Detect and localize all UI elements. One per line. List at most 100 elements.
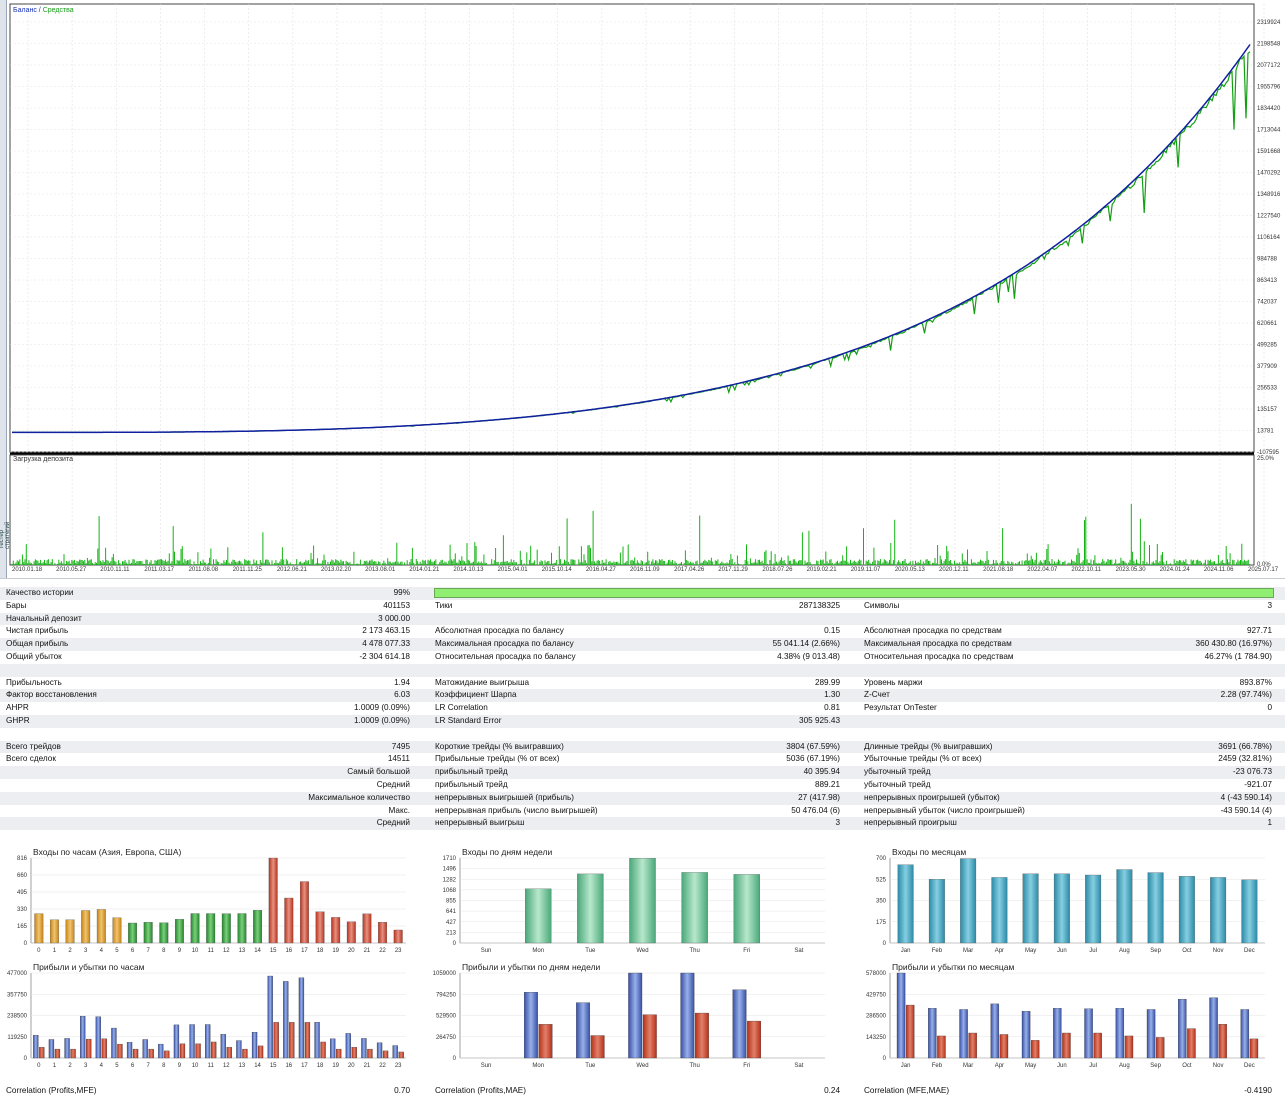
mini-category-label: Sep xyxy=(1150,948,1161,954)
loss-bar xyxy=(351,1047,357,1059)
stat-label: Z-Счет xyxy=(864,690,890,700)
y-tick-label: 620661 xyxy=(1257,321,1278,327)
mini-tick-label: 213 xyxy=(446,930,457,936)
mini-category-label: 17 xyxy=(301,948,308,954)
loss-bar xyxy=(336,1048,342,1059)
stats-row: Всего трейдов 7495 Короткие трейды (% выиг… xyxy=(0,740,1285,754)
entries-bar xyxy=(143,922,153,944)
mini-category-label: 0 xyxy=(37,1063,41,1069)
loss-bar xyxy=(273,1022,279,1059)
loss-bar xyxy=(1187,1028,1196,1059)
mini-category-label: 2 xyxy=(68,948,72,954)
x-tick-label: 2020.05.13 xyxy=(895,567,926,573)
entries-bar xyxy=(49,919,59,944)
mini-tick-label: 143250 xyxy=(866,1035,887,1041)
profit-bar xyxy=(283,981,289,1059)
legend-equity: Средства xyxy=(42,7,74,14)
mini-tick-label: 0 xyxy=(453,941,457,947)
stat-value: 927.71 xyxy=(1246,626,1272,636)
mini-tick-label: 286500 xyxy=(866,1014,887,1020)
stat-value: 50 476.04 (6) xyxy=(791,805,840,815)
profit-bar xyxy=(126,1042,133,1059)
profit-bar xyxy=(142,1039,148,1059)
x-tick-label: 2015.10.14 xyxy=(542,567,573,573)
mini-category-label: 23 xyxy=(395,948,402,954)
stat-value: 401153 xyxy=(383,600,410,610)
mini-category-label: 20 xyxy=(348,1063,355,1069)
y-tick-label: 13781 xyxy=(1257,429,1274,435)
x-tick-label: 2015.04.01 xyxy=(498,567,529,573)
entries-bar xyxy=(1147,872,1164,944)
profit-bar xyxy=(1021,1011,1031,1059)
profit-bar xyxy=(111,1027,117,1059)
stat-label: Абсолютная просадка по балансу xyxy=(435,626,564,636)
mini-category-label: 10 xyxy=(192,948,199,954)
mini-category-label: 12 xyxy=(223,1063,230,1069)
stats-row: Начальный депозит 3 000.00 xyxy=(0,612,1285,626)
mini-category-label: 8 xyxy=(162,948,166,954)
loss-bar xyxy=(999,1034,1009,1059)
y-tick-label: 1227540 xyxy=(1257,214,1281,220)
stat-label: Длинные трейды (% выигравших) xyxy=(864,741,993,751)
y-tick-label: 1834420 xyxy=(1257,106,1281,112)
stat-label: Самый большой xyxy=(347,767,410,777)
mini-category-label: 12 xyxy=(223,948,230,954)
stats-row: Чистая прибыль 2 173 463.15 Абсолютная про… xyxy=(0,625,1285,638)
profit-bar xyxy=(928,1008,937,1059)
stat-label: GHPR xyxy=(6,716,30,725)
stat-label: Матожидание выигрыша xyxy=(435,677,530,687)
mini-category-label: 3 xyxy=(84,1063,88,1069)
x-tick-label: 2019.11.07 xyxy=(851,567,881,573)
stat-label: прибыльный трейд xyxy=(435,780,508,789)
x-tick-label: 2011.11.25 xyxy=(233,567,263,573)
x-tick-label: 2017.04.26 xyxy=(674,567,705,573)
mini-category-label: 17 xyxy=(301,1063,308,1069)
stat-value: 7495 xyxy=(391,741,410,751)
mini-category-label: May xyxy=(1025,948,1036,954)
loss-bar xyxy=(304,1022,311,1059)
stat-label: Максимальная просадка по балансу xyxy=(435,639,574,649)
y-tick-label: 863413 xyxy=(1257,278,1278,284)
loss-bar xyxy=(148,1048,154,1059)
y-tick-label: 1591668 xyxy=(1257,149,1281,155)
loss-bar xyxy=(132,1048,139,1059)
stat-label: непрерывных выигрышей (прибыль) xyxy=(435,792,575,802)
history-quality-bar xyxy=(434,588,1274,598)
stats-row: Средний прибыльный трейд 889.21 убыточный т… xyxy=(0,779,1285,792)
stat-label: Символы xyxy=(864,600,900,610)
mini-tick-label: 1282 xyxy=(443,877,457,883)
stat-label: непрерывная прибыль (число выигрышей) xyxy=(435,805,598,815)
x-tick-label: 2016.04.27 xyxy=(586,567,617,573)
stat-label: Относительная просадка по балансу xyxy=(435,652,576,661)
mini-category-label: Jul xyxy=(1089,1063,1097,1069)
mini-category-label: Thu xyxy=(689,1063,699,1069)
correlation-label: Correlation (Profits,MFE) xyxy=(6,1086,97,1095)
y-tick-label: 742037 xyxy=(1257,300,1278,306)
x-tick-label: 2014.10.13 xyxy=(453,567,484,573)
entries-bar xyxy=(525,888,552,944)
profit-bar xyxy=(158,1043,164,1059)
stat-value: 0.81 xyxy=(824,703,840,713)
loss-bar xyxy=(117,1043,123,1059)
entries-bar xyxy=(253,910,263,944)
x-tick-label: 2020.12.11 xyxy=(939,567,969,573)
correlation-value: 0.70 xyxy=(394,1086,410,1095)
mini-tick-label: 1496 xyxy=(443,867,457,873)
stats-row: Средний непрерывный выигрыш 3 непрерывный п… xyxy=(0,817,1285,831)
loss-bar xyxy=(179,1043,186,1059)
correlation-value: -0.4190 xyxy=(1244,1086,1272,1095)
mini-tick-label: 525 xyxy=(876,877,887,883)
x-tick-label: 2013.02.20 xyxy=(321,567,352,573)
profit-bar xyxy=(361,1038,367,1059)
profit-bar xyxy=(251,1032,258,1059)
stat-label: Фактор восстановления xyxy=(6,690,97,700)
loss-bar xyxy=(70,1048,76,1059)
x-tick-label: 2013.08.01 xyxy=(365,567,396,573)
stat-label: Прибыльность xyxy=(6,677,62,687)
stat-label: Общая прибыль xyxy=(6,639,69,649)
stat-label: Короткие трейды (% выигравших) xyxy=(435,741,564,751)
loss-bar xyxy=(39,1047,45,1059)
loss-bar xyxy=(1155,1037,1165,1059)
mini-category-label: Jan xyxy=(901,1063,911,1069)
